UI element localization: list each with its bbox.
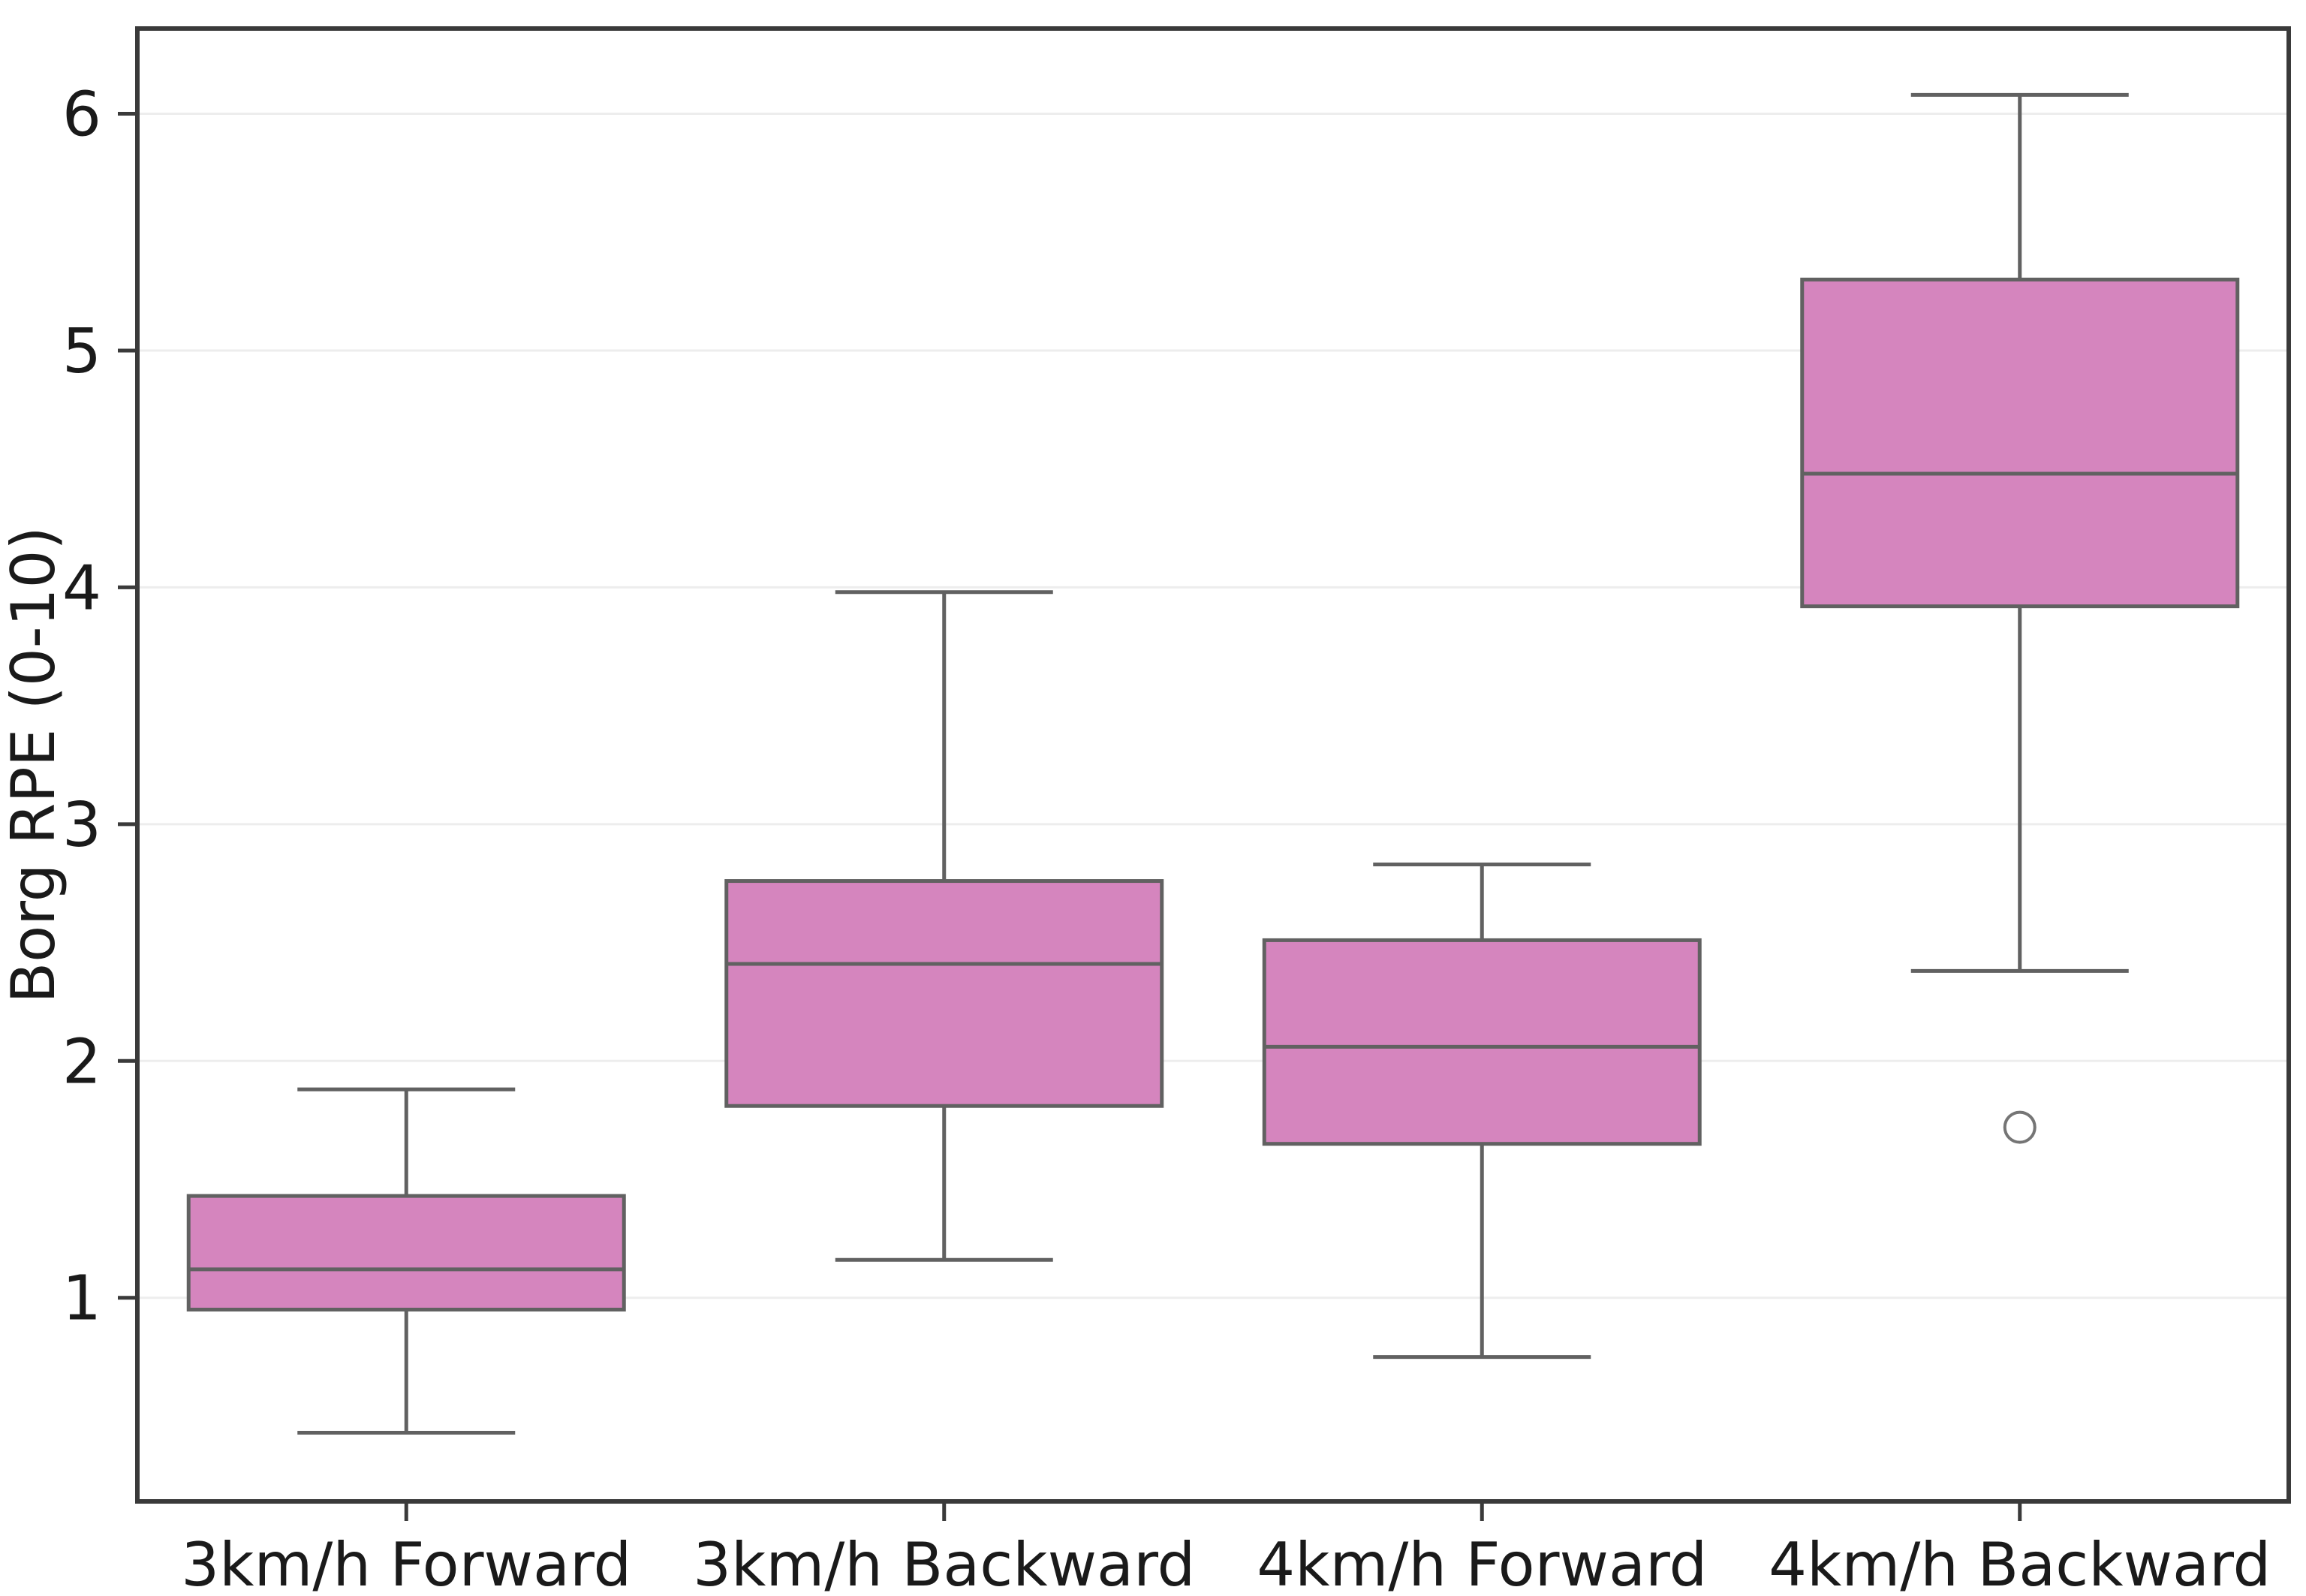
x-tick-label: 3km/h Backward xyxy=(693,1530,1195,1596)
y-tick-label: 3 xyxy=(62,790,101,861)
box-2 xyxy=(1262,938,1702,1146)
box-3 xyxy=(1800,277,2240,609)
y-tick-label: 2 xyxy=(62,1026,101,1098)
y-tick-label: 5 xyxy=(62,316,101,387)
x-tick-label: 3km/h Forward xyxy=(181,1530,631,1596)
box-1 xyxy=(724,879,1164,1108)
x-tick-label: 4km/h Forward xyxy=(1257,1530,1707,1596)
x-tick-label: 4km/h Backward xyxy=(1769,1530,2271,1596)
y-tick-label: 1 xyxy=(62,1263,101,1335)
outlier-point xyxy=(2003,1110,2037,1144)
y-tick-label: 6 xyxy=(62,80,101,151)
y-tick-label: 4 xyxy=(62,553,101,624)
plot-frame xyxy=(135,26,2291,1504)
y-axis-label: Borg RPE (0-10) xyxy=(0,526,68,1003)
box-0 xyxy=(186,1194,626,1311)
